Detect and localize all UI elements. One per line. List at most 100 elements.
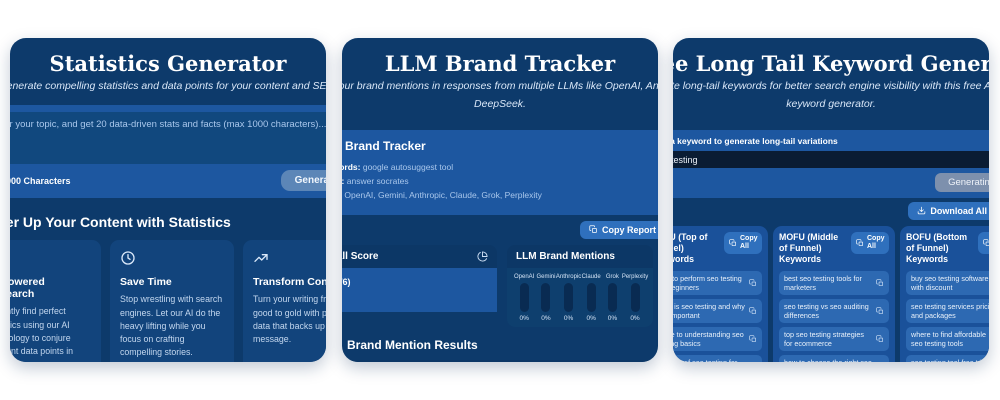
report-llms-line: LLMs: OpenAI, Gemini, Anthropic, Claude,… <box>342 189 542 200</box>
column-title: MOFU (Middle of Funnel) Keywords <box>779 231 839 264</box>
page-title: Free Long Tail Keyword Generator <box>673 51 989 76</box>
topic-textarea[interactable]: Enter your topic, and get 20 data-driven… <box>10 112 326 165</box>
bar <box>607 282 617 312</box>
bar <box>541 282 551 312</box>
report-heading: LLM Brand Tracker <box>342 138 426 153</box>
generate-button[interactable]: Generate <box>280 170 326 192</box>
page-subtitle: Generate compelling statistics and data … <box>10 80 326 93</box>
keyword-item: seo testing tool free trial offers <box>906 354 989 362</box>
mention-bar: Anthropic 0% <box>555 273 582 322</box>
bar <box>586 282 596 312</box>
feature-card-research: AI-Powered Research Instantly find perfe… <box>10 240 101 362</box>
llm-brand-tracker-preview: LLM Brand Tracker Track your brand menti… <box>342 38 658 362</box>
copy-icon[interactable] <box>749 306 757 315</box>
copy-icon <box>856 239 864 247</box>
features-section-title: Power Up Your Content with Statistics <box>10 214 231 231</box>
bar <box>630 282 640 312</box>
mention-bar: Gemini 0% <box>536 273 556 322</box>
keyword-item: guide to understanding seo testing basic… <box>673 326 762 351</box>
bar <box>564 282 574 312</box>
keyword-item: buy seo testing software with discount <box>906 270 989 295</box>
statistics-generator-card[interactable]: Statistics Generator Generate compelling… <box>10 38 326 362</box>
mention-results-table: Keyword OpenAIMentions GeminiMentions An… <box>342 359 658 362</box>
report-keywords-line: Keywords: google autosuggest tool <box>342 161 454 172</box>
feature-body: Turn your writing from good to gold with… <box>253 294 326 344</box>
page-subtitle-line-1: Track your brand mentions in responses f… <box>342 80 658 93</box>
mention-bar: OpenAI 0% <box>514 273 535 322</box>
copy-icon[interactable] <box>876 334 884 343</box>
feature-title: AI-Powered Research <box>10 276 45 301</box>
report-brand-line: Brand: answer socrates <box>342 175 409 186</box>
mention-bar: Claude 0% <box>581 273 601 322</box>
copy-all-button[interactable]: Copy All <box>724 231 762 255</box>
download-icon <box>918 206 926 215</box>
keyword-columns: TOFU (Top of Funnel) Keywords Copy All h… <box>673 225 989 362</box>
page-subtitle-line-2: keyword generator. <box>786 98 876 111</box>
keyword-item: what is seo testing and why is it import… <box>673 298 762 323</box>
character-counter: 0 / 1,000 Characters <box>10 175 71 186</box>
tofu-column: TOFU (Top of Funnel) Keywords Copy All h… <box>673 225 768 362</box>
keyword-item: how to choose the right seo testing tool <box>779 354 889 362</box>
column-title: TOFU (Top of Funnel) Keywords <box>673 231 708 264</box>
llm-brand-tracker-card[interactable]: LLM Brand Tracker Track your brand menti… <box>342 38 658 362</box>
bofu-column: BOFU (Bottom of Funnel) Keywords Copy Al… <box>900 225 989 362</box>
copy-all-button[interactable]: Copy All <box>978 231 989 255</box>
keyword-input-label: Enter a keyword to generate long-tail va… <box>673 135 838 146</box>
statistics-header: Statistics Generator Generate compelling… <box>10 38 326 105</box>
feature-body: Instantly find perfect statistics using … <box>10 306 74 362</box>
keyword-item: top seo testing strategies for ecommerce <box>779 326 889 351</box>
column-title: BOFU (Bottom of Funnel) Keywords <box>906 231 968 264</box>
copy-icon <box>983 239 989 247</box>
tracker-header: LLM Brand Tracker Track your brand menti… <box>342 38 658 124</box>
overall-score-panel: Overall Score 0% (0/6) <box>342 244 497 327</box>
feature-title: Transform Content <box>253 276 326 289</box>
statistics-generator-preview: Statistics Generator Generate compelling… <box>10 38 326 362</box>
trending-up-icon <box>253 250 326 267</box>
topic-form-panel: Enter your topic, and get 20 data-driven… <box>10 105 326 199</box>
copy-report-button[interactable]: Copy Report <box>580 220 658 239</box>
mentions-panel-title: LLM Brand Mentions <box>516 250 615 262</box>
keyword-item: best seo testing tools for marketers <box>779 270 889 295</box>
feature-title: Save Time <box>120 276 172 289</box>
feature-cards: AI-Powered Research Instantly find perfe… <box>10 240 326 362</box>
keyword-item: seo testing services pricing and package… <box>906 298 989 323</box>
page-subtitle-line-2: DeepSeek. <box>474 98 526 111</box>
keyword-item: seo testing vs seo auditing differences <box>779 298 889 323</box>
keyword-item: how to perform seo testing for beginners <box>673 270 762 295</box>
mention-bar: Perplexity 0% <box>621 273 649 322</box>
clock-icon <box>120 250 224 267</box>
copy-icon[interactable] <box>749 334 757 343</box>
table-header-row: Keyword OpenAIMentions GeminiMentions An… <box>342 359 658 362</box>
mentions-bar-chart: OpenAI 0% Gemini 0% Anthropic 0% Claude 0% G… <box>507 267 653 327</box>
bar <box>519 282 529 312</box>
copy-icon[interactable] <box>876 306 884 315</box>
llm-mentions-panel: LLM Brand Mentions OpenAI 0% Gemini 0% Ant… <box>507 244 653 327</box>
page-title: Statistics Generator <box>49 51 287 76</box>
long-tail-generator-preview: Free Long Tail Keyword Generator Generat… <box>673 38 989 362</box>
keyword-item: benefits of seo testing for website perf… <box>673 354 762 362</box>
sparkles-icon <box>10 250 91 267</box>
feature-body: Stop wrestling with search engines. Let … <box>120 294 223 358</box>
copy-icon <box>589 225 597 233</box>
results-heading: Brand Mention Results <box>347 337 478 352</box>
report-summary-panel: LLM Brand Tracker Keywords: google autos… <box>342 129 658 215</box>
long-tail-keyword-generator-card[interactable]: Free Long Tail Keyword Generator Generat… <box>673 38 989 362</box>
page-subtitle-line-1: Generate long-tail keywords for better s… <box>673 80 989 93</box>
overall-score-fraction: (0/6) <box>342 276 351 287</box>
keyword-input[interactable]: seo testing <box>673 150 989 168</box>
copy-icon <box>729 239 737 247</box>
overall-score-title: Overall Score <box>342 250 379 262</box>
mention-bar: Grok 0% <box>605 273 619 322</box>
keyword-form-panel: Enter a keyword to generate long-tail va… <box>673 129 989 198</box>
mofu-column: MOFU (Middle of Funnel) Keywords Copy Al… <box>773 225 895 362</box>
download-all-button[interactable]: Download All <box>908 201 989 220</box>
generating-button[interactable]: Generating... <box>935 172 989 192</box>
copy-icon[interactable] <box>876 278 884 287</box>
longtail-header: Free Long Tail Keyword Generator Generat… <box>673 38 989 124</box>
keyword-item: where to find affordable seo testing too… <box>906 326 989 351</box>
copy-all-button[interactable]: Copy All <box>851 231 889 255</box>
copy-icon[interactable] <box>749 278 757 287</box>
page-title: LLM Brand Tracker <box>384 51 616 76</box>
feature-card-transform: Transform Content Turn your writing from… <box>243 240 326 362</box>
